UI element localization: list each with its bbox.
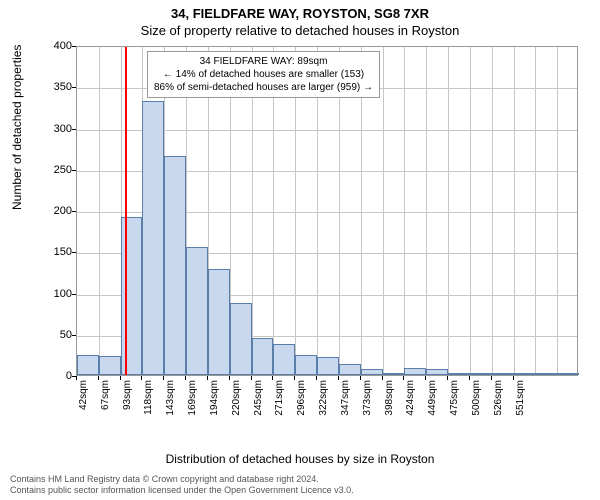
x-axis-label: Distribution of detached houses by size … xyxy=(0,452,600,466)
xtick-label: 424sqm xyxy=(405,380,416,420)
xtick-mark xyxy=(447,376,448,380)
histogram-bar xyxy=(295,355,317,375)
xtick-mark xyxy=(207,376,208,380)
xtick-mark xyxy=(338,376,339,380)
footer-line: Contains HM Land Registry data © Crown c… xyxy=(10,474,354,485)
plot-area: 34 FIELDFARE WAY: 89sqm← 14% of detached… xyxy=(76,46,578,376)
xtick-label: 475sqm xyxy=(449,380,460,420)
gridline-vertical xyxy=(448,47,449,375)
histogram-bar xyxy=(492,373,514,375)
info-box-line: 86% of semi-detached houses are larger (… xyxy=(154,81,373,94)
y-axis-label: Number of detached properties xyxy=(10,45,24,210)
histogram-bar xyxy=(99,356,121,375)
xtick-label: 169sqm xyxy=(187,380,198,420)
xtick-mark xyxy=(120,376,121,380)
gridline-vertical xyxy=(426,47,427,375)
histogram-bar xyxy=(470,373,492,375)
ytick-label: 100 xyxy=(32,288,72,300)
footer-attribution: Contains HM Land Registry data © Crown c… xyxy=(10,474,354,496)
footer-line: Contains public sector information licen… xyxy=(10,485,354,496)
gridline-vertical xyxy=(492,47,493,375)
histogram-bar xyxy=(142,101,164,375)
gridline-vertical xyxy=(557,47,558,375)
reference-line xyxy=(125,47,127,375)
chart-container: 34 FIELDFARE WAY: 89sqm← 14% of detached… xyxy=(58,46,578,416)
xtick-label: 296sqm xyxy=(296,380,307,420)
xtick-mark xyxy=(491,376,492,380)
xtick-label: 551sqm xyxy=(515,380,526,420)
xtick-label: 93sqm xyxy=(122,380,133,420)
ytick-mark xyxy=(72,46,76,47)
histogram-bar xyxy=(164,156,186,375)
xtick-mark xyxy=(98,376,99,380)
xtick-label: 143sqm xyxy=(165,380,176,420)
xtick-label: 347sqm xyxy=(340,380,351,420)
xtick-mark xyxy=(76,376,77,380)
gridline-vertical xyxy=(383,47,384,375)
ytick-label: 300 xyxy=(32,123,72,135)
info-box: 34 FIELDFARE WAY: 89sqm← 14% of detached… xyxy=(147,51,380,98)
ytick-mark xyxy=(72,87,76,88)
xtick-mark xyxy=(316,376,317,380)
ytick-mark xyxy=(72,294,76,295)
ytick-label: 350 xyxy=(32,81,72,93)
histogram-bar xyxy=(273,344,295,375)
histogram-bar xyxy=(230,303,252,375)
ytick-label: 200 xyxy=(32,205,72,217)
xtick-label: 449sqm xyxy=(427,380,438,420)
xtick-mark xyxy=(513,376,514,380)
xtick-label: 220sqm xyxy=(231,380,242,420)
histogram-bar xyxy=(404,368,426,375)
xtick-mark xyxy=(382,376,383,380)
histogram-bar xyxy=(361,369,383,375)
ytick-mark xyxy=(72,211,76,212)
info-box-line: 34 FIELDFARE WAY: 89sqm xyxy=(154,55,373,68)
histogram-bar xyxy=(514,373,536,375)
ytick-label: 400 xyxy=(32,40,72,52)
histogram-bar xyxy=(448,373,470,375)
info-box-line: ← 14% of detached houses are smaller (15… xyxy=(154,68,373,81)
xtick-label: 245sqm xyxy=(253,380,264,420)
xtick-label: 322sqm xyxy=(318,380,329,420)
xtick-mark xyxy=(185,376,186,380)
ytick-label: 0 xyxy=(32,370,72,382)
xtick-label: 500sqm xyxy=(471,380,482,420)
xtick-label: 398sqm xyxy=(384,380,395,420)
ytick-label: 50 xyxy=(32,329,72,341)
xtick-mark xyxy=(360,376,361,380)
page-title: 34, FIELDFARE WAY, ROYSTON, SG8 7XR xyxy=(0,0,600,21)
ytick-mark xyxy=(72,170,76,171)
histogram-bar xyxy=(186,247,208,375)
ytick-label: 250 xyxy=(32,164,72,176)
ytick-mark xyxy=(72,335,76,336)
xtick-label: 271sqm xyxy=(274,380,285,420)
xtick-mark xyxy=(469,376,470,380)
ytick-mark xyxy=(72,129,76,130)
histogram-bar xyxy=(339,364,361,375)
histogram-bar xyxy=(535,373,557,375)
histogram-bar xyxy=(208,269,230,375)
xtick-mark xyxy=(251,376,252,380)
page-subtitle: Size of property relative to detached ho… xyxy=(0,21,600,38)
xtick-label: 118sqm xyxy=(143,380,154,420)
histogram-bar xyxy=(252,338,274,375)
ytick-label: 150 xyxy=(32,246,72,258)
gridline-vertical xyxy=(404,47,405,375)
xtick-mark xyxy=(229,376,230,380)
histogram-bar xyxy=(77,355,99,375)
histogram-bar xyxy=(557,373,579,375)
histogram-bar xyxy=(426,369,448,375)
xtick-label: 194sqm xyxy=(209,380,220,420)
xtick-label: 373sqm xyxy=(362,380,373,420)
gridline-vertical xyxy=(535,47,536,375)
gridline-vertical xyxy=(470,47,471,375)
xtick-label: 42sqm xyxy=(78,380,89,420)
xtick-label: 67sqm xyxy=(100,380,111,420)
histogram-bar xyxy=(317,357,339,375)
gridline-vertical xyxy=(514,47,515,375)
gridline-vertical xyxy=(99,47,100,375)
histogram-bar xyxy=(383,373,405,375)
ytick-mark xyxy=(72,252,76,253)
xtick-label: 526sqm xyxy=(493,380,504,420)
